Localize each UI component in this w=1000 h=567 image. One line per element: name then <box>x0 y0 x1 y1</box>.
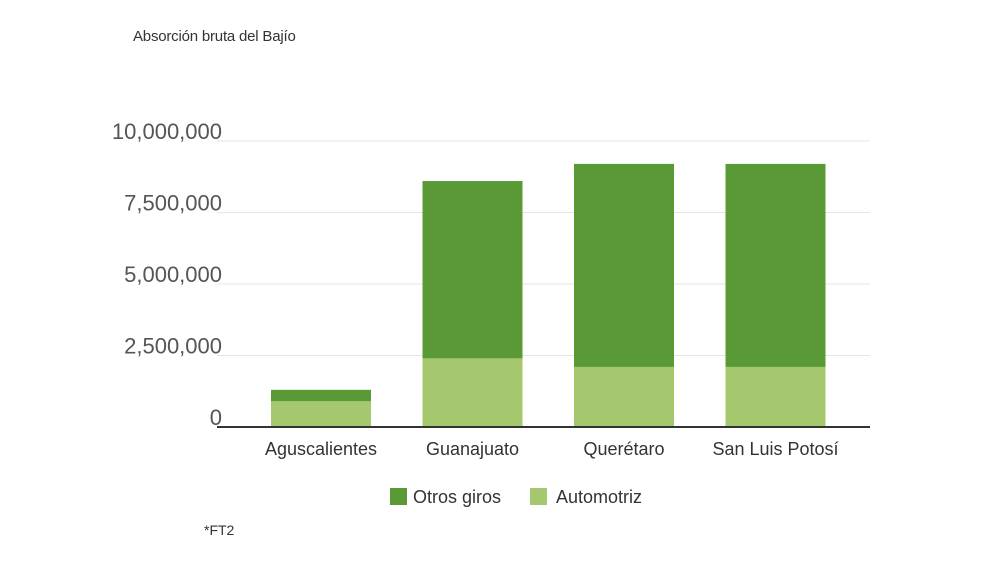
bars <box>271 163 826 427</box>
footnote: *FT2 <box>204 522 235 538</box>
bar-segment-otros-giros <box>271 389 371 402</box>
bar-segment-otros-giros <box>725 163 826 367</box>
chart-title: Absorción bruta del Bajío <box>133 28 296 45</box>
x-axis-categories: Aguscalientes Guanajuato Querétaro San Luis… <box>265 439 839 459</box>
bar-segment-automotriz <box>271 401 371 427</box>
bar-segment-automotriz <box>422 358 523 427</box>
legend: Otros giros Automotriz <box>390 487 642 507</box>
legend-label: Automotriz <box>556 487 642 507</box>
bar-segment-automotriz <box>725 366 826 427</box>
legend-swatch <box>530 488 547 505</box>
y-tick-label: 5,000,000 <box>124 262 222 287</box>
x-category-label: Aguscalientes <box>265 439 377 459</box>
bar-segment-otros-giros <box>574 163 674 367</box>
x-category-label: Querétaro <box>583 439 664 459</box>
y-tick-label: 7,500,000 <box>124 191 222 216</box>
y-tick-label: 2,500,000 <box>124 334 222 359</box>
y-tick-label: 0 <box>210 405 222 430</box>
y-tick-label: 10,000,000 <box>112 119 222 144</box>
bar-segment-automotriz <box>574 366 674 427</box>
x-category-label: Guanajuato <box>426 439 519 459</box>
x-category-label: San Luis Potosí <box>712 439 838 459</box>
legend-swatch <box>390 488 407 505</box>
y-axis-ticks: 0 2,500,000 5,000,000 7,500,000 10,000,000 <box>112 119 222 430</box>
legend-label: Otros giros <box>413 487 501 507</box>
bar-segment-otros-giros <box>422 181 523 359</box>
